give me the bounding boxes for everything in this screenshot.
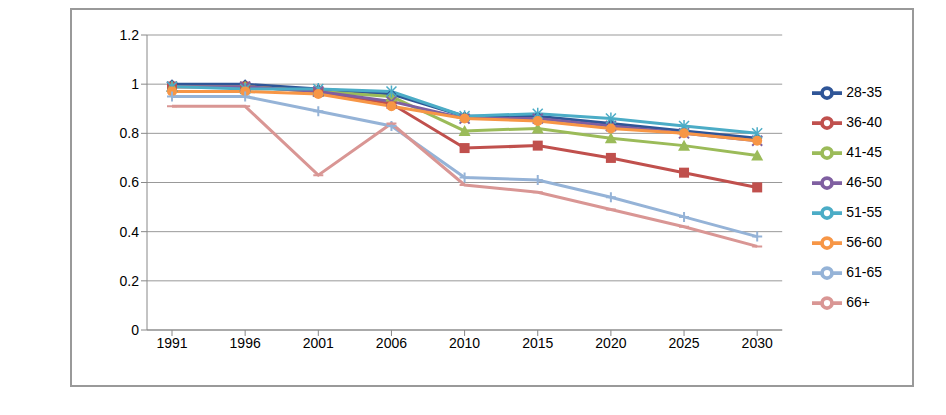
svg-text:2020: 2020 [595,335,626,351]
svg-text:0.2: 0.2 [120,273,140,289]
svg-text:2001: 2001 [303,335,334,351]
svg-text:2006: 2006 [376,335,407,351]
html-text:41-45: 41-45 [846,143,882,160]
svg-text:1.2: 1.2 [120,27,140,43]
html-text:28-35: 28-35 [846,83,882,100]
html-text:36-40: 36-40 [846,113,882,130]
svg-text:0: 0 [131,322,139,338]
svg-text:1: 1 [131,76,139,92]
html-text:66+: 66+ [846,293,870,310]
html-text:56-60: 56-60 [846,233,882,250]
html-text:46-50: 46-50 [846,173,882,190]
svg-text:1996: 1996 [230,335,261,351]
html-text:61-65: 61-65 [846,263,882,280]
html-text:51-55: 51-55 [846,203,882,220]
svg-text:0.4: 0.4 [120,224,140,240]
svg-text:0.6: 0.6 [120,174,140,190]
svg-text:2015: 2015 [522,335,553,351]
svg-text:0.8: 0.8 [120,125,140,141]
svg-text:1991: 1991 [156,335,187,351]
svg-text:2010: 2010 [449,335,480,351]
svg-text:2025: 2025 [668,335,699,351]
svg-text:2030: 2030 [742,335,773,351]
